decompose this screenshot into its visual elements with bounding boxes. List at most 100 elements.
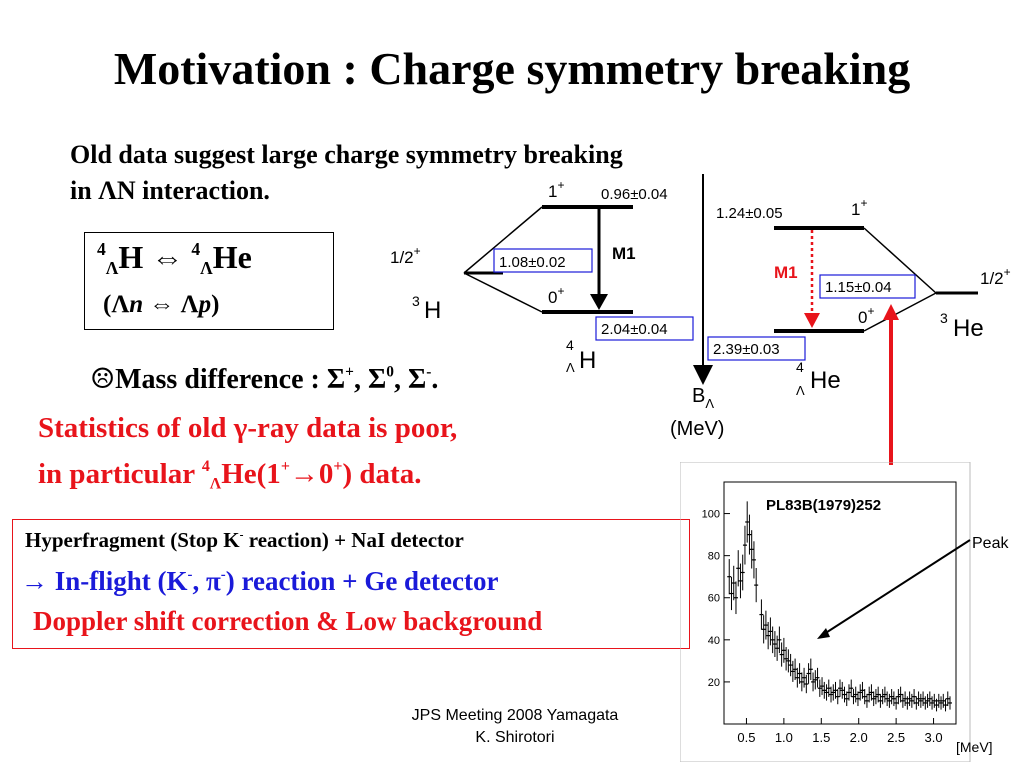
arrow-head (883, 304, 899, 320)
level-scheme-diagram: 1/2+ 3 H 1+ 0.96±0.04 1.08±0.02 M1 0+ 2.… (390, 174, 1011, 465)
footer-meeting: JPS Meeting 2008 Yamagata (411, 707, 619, 724)
statistics-line-1: Statistics of old γ-ray data is poor, (38, 412, 458, 444)
4lh-mass: 4 (566, 337, 574, 353)
proton: p (198, 291, 212, 318)
method-benefit: Doppler shift correction & Low backgroun… (33, 606, 543, 636)
intro-text: Old data suggest large charge symmetry b… (70, 137, 623, 209)
period: . (431, 364, 439, 395)
axis-ticks: 0.5 1.0 1.5 2.0 2.5 3.0 20 40 60 80 100 (702, 509, 943, 745)
sep: , (353, 364, 368, 395)
3he-mass: 3 (940, 310, 948, 326)
excitation-energy: 1.24±0.05 (716, 205, 783, 222)
connector (863, 227, 937, 294)
x-tick-label: 2.5 (887, 730, 905, 745)
3h-mass: 3 (412, 293, 420, 309)
4lhe-lambda: Λ (796, 383, 805, 398)
connector (863, 292, 937, 332)
1plus-label: 1+ (851, 196, 867, 219)
pi-symbol: , π (192, 566, 221, 596)
pair-equiv: ⇔ (143, 291, 181, 318)
method-old-text: Hyperfragment (Stop K (25, 528, 240, 552)
arrow-head (817, 628, 830, 639)
paren-close: ) (211, 291, 220, 318)
3h-symbol: H (424, 297, 441, 324)
4lh-lambda: Λ (566, 360, 575, 375)
data-word: ) data. (342, 458, 422, 490)
method-new-suffix: ) reaction + Ge detector (225, 566, 499, 596)
sigma-minus-charge: - (426, 363, 432, 381)
gap-energy: 1.08±0.02 (499, 254, 566, 271)
he-lambda: Λ (200, 258, 213, 279)
plot-axes (723, 481, 957, 725)
in-particular: in particular (38, 458, 202, 490)
hypernuclei-box: 4ΛH ⇔ 4ΛHe (Λn ⇔ Λp) (84, 232, 334, 330)
mass-difference-label: Mass difference : (115, 364, 327, 395)
binding-energy: 2.04±0.04 (601, 321, 668, 338)
axis-unit: (MeV) (670, 418, 724, 440)
charge: - (187, 566, 193, 583)
intro-line-1: Old data suggest large charge symmetry b… (70, 140, 623, 169)
y-tick-label: 60 (708, 593, 720, 605)
method-old: Hyperfragment (Stop K- reaction) + NaI d… (25, 528, 464, 553)
equiv-symbol: ⇔ (143, 239, 192, 275)
neutron: n (129, 291, 144, 318)
m1-label: M1 (612, 244, 636, 263)
intro-line-2: in ΛN interaction. (70, 173, 623, 209)
axis-label: BΛ (692, 385, 714, 411)
y-tick-label: 40 (708, 635, 720, 647)
he-lambda: Λ (209, 475, 222, 493)
page-title: Motivation : Charge symmetry breaking (113, 43, 911, 94)
lambda-2: Λ (180, 291, 199, 318)
connector (463, 206, 543, 274)
4lhe-mass: 4 (796, 359, 804, 375)
sigma-minus: Σ (407, 364, 427, 395)
excitation-energy: 0.96±0.04 (601, 186, 668, 203)
he-mass-number: 4 (191, 238, 201, 259)
binding-box (595, 316, 694, 341)
4lh-symbol: H (579, 347, 596, 374)
footer-author: K. Shirotori (475, 729, 555, 746)
arrow-head (804, 313, 820, 328)
3he-spin: 1/2+ (980, 265, 1011, 288)
x-tick-label: 3.0 (925, 730, 943, 745)
arrow: →0 (289, 458, 334, 490)
sigma-plus: Σ (326, 364, 346, 395)
h-mass-number: 4 (97, 238, 106, 259)
peak-pointer (820, 539, 971, 637)
charge: - (220, 566, 226, 583)
gap-box (493, 248, 593, 273)
mass-difference-line: ☹Mass difference : Σ+, Σ0, Σ-. (90, 362, 438, 396)
0plus-label: 0+ (858, 304, 874, 327)
binding-box (707, 336, 806, 361)
method-new-text: → In-flight (K (21, 566, 188, 596)
method-box: Hyperfragment (Stop K- reaction) + NaI d… (12, 519, 690, 649)
sigma-zero-charge: 0 (386, 363, 394, 381)
lambda-symbol: Λ (98, 176, 117, 205)
he-transition: He(1 (221, 458, 281, 490)
x-tick-label: 1.5 (812, 730, 830, 745)
binding-energy: 2.39±0.03 (713, 341, 780, 358)
intro-interaction: N interaction. (116, 176, 270, 205)
lambda-nucleon-pair: (Λn ⇔ Λp) (103, 291, 219, 319)
he-symbol: He (212, 239, 252, 275)
data-points (727, 501, 953, 712)
0plus-label: 0+ (548, 284, 564, 307)
footer: JPS Meeting 2008 Yamagata K. Shirotori (370, 705, 660, 749)
peak-annotation: Peak (972, 535, 1009, 552)
statistics-line-2: in particular 4ΛHe(1+→0+) data. (38, 458, 422, 493)
connector (463, 272, 543, 313)
gap-energy: 1.15±0.04 (825, 279, 892, 296)
1plus-label: 1+ (548, 178, 564, 201)
3he-symbol: He (953, 315, 984, 342)
y-tick-label: 20 (708, 677, 720, 689)
plot-frame (680, 462, 971, 762)
hypernuclei-pair: 4ΛH ⇔ 4ΛHe (97, 238, 252, 279)
y-tick-label: 80 (708, 551, 720, 563)
parity: + (333, 458, 343, 476)
sep: , (393, 364, 408, 395)
figure-border (680, 462, 971, 762)
h-symbol: H (118, 239, 144, 275)
parity: + (280, 458, 290, 476)
intro-in: in (70, 176, 99, 205)
h-lambda: Λ (105, 258, 119, 279)
